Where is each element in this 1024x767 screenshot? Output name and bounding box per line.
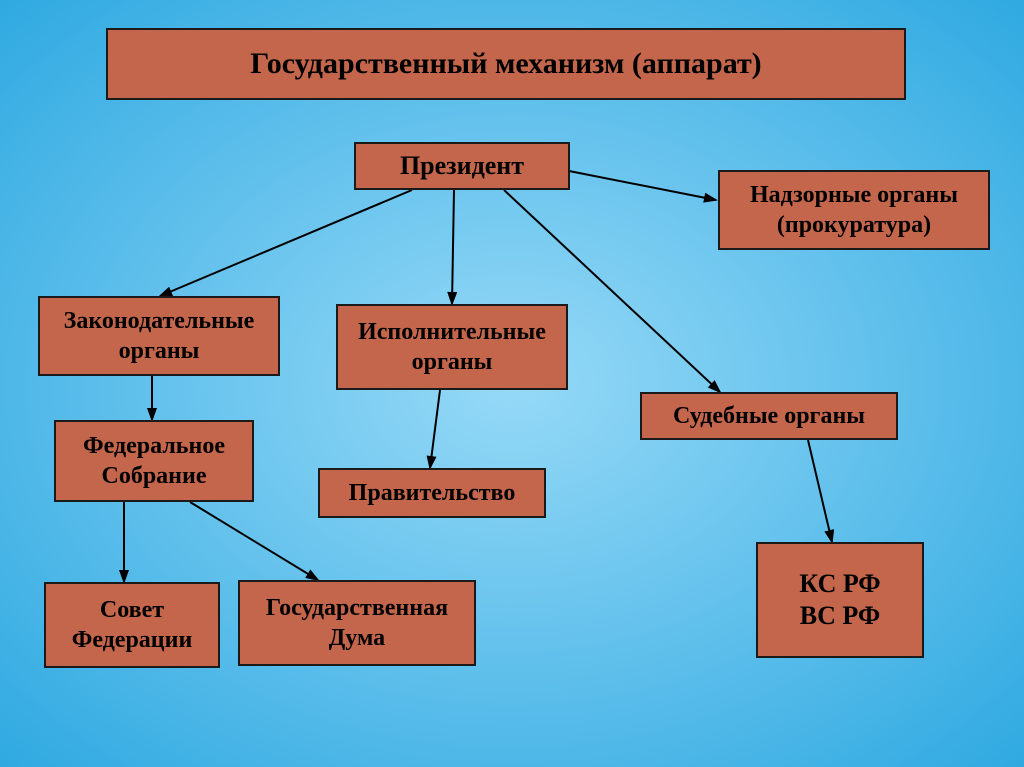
edge-0 [564,170,716,200]
node-courts: КС РФ ВС РФ [756,542,924,658]
node-government: Правительство [318,468,546,518]
node-legislative: Законодательные органы [38,296,280,376]
edge-5 [430,390,440,468]
edge-8 [808,440,832,542]
edge-1 [160,190,412,296]
node-president: Президент [354,142,570,190]
node-federal_assembly: Федеральное Собрание [54,420,254,502]
edge-7 [190,502,318,580]
node-state_duma: Государственная Дума [238,580,476,666]
node-judicial: Судебные органы [640,392,898,440]
edge-2 [452,190,454,304]
node-supervisory: Надзорные органы (прокуратура) [718,170,990,250]
node-federation_council: Совет Федерации [44,582,220,668]
node-executive: Исполнительные органы [336,304,568,390]
diagram-canvas: Государственный механизм (аппарат) Презид… [0,0,1024,767]
node-title: Государственный механизм (аппарат) [106,28,906,100]
